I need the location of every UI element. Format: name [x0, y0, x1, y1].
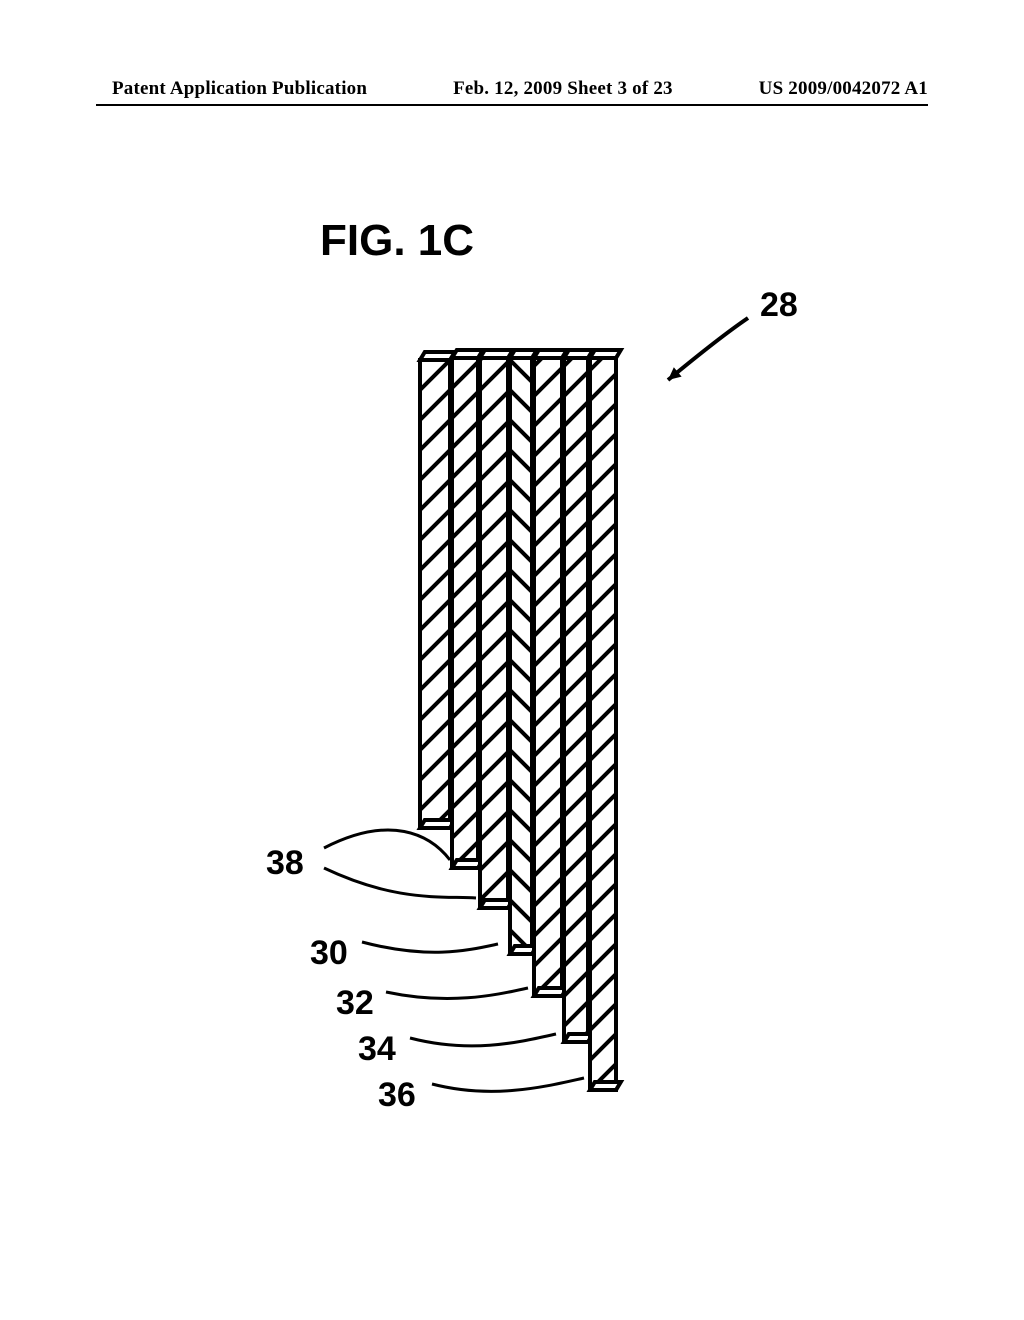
ref-label-34: 34 [358, 1030, 396, 1069]
assembly-ref-label: 28 [760, 286, 798, 325]
figure-area: FIG. 1C 28 38 30 32 34 36 [0, 0, 1024, 1320]
figure-title: FIG. 1C [320, 216, 474, 266]
ref-label-38: 38 [266, 844, 304, 883]
figure-svg [0, 0, 1024, 1320]
ref-label-30: 30 [310, 934, 348, 973]
page: Patent Application Publication Feb. 12, … [0, 0, 1024, 1320]
ref-label-32: 32 [336, 984, 374, 1023]
ref-label-36: 36 [378, 1076, 416, 1115]
